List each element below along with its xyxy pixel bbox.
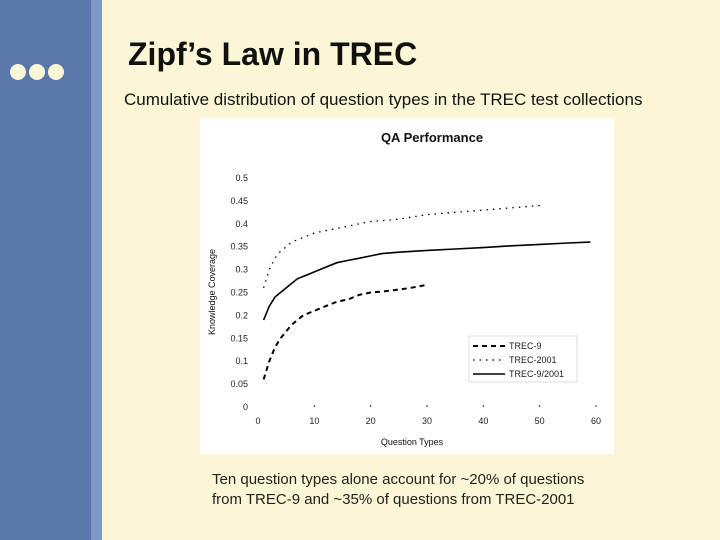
y-tick-label: 0.25 <box>230 288 248 298</box>
slide-caption: Ten question types alone account for ~20… <box>212 470 584 510</box>
x-tick-label: 30 <box>422 416 432 426</box>
x-tick-label: 40 <box>478 416 488 426</box>
y-tick-label: 0.4 <box>235 219 248 229</box>
y-tick-label: 0.2 <box>235 310 248 320</box>
legend-label: TREC-2001 <box>509 355 557 365</box>
slide-title: Zipf’s Law in TREC <box>128 36 418 72</box>
y-tick-label: 0 <box>243 402 248 412</box>
slide-sidebar <box>0 0 102 540</box>
y-tick-label: 0.15 <box>230 333 248 343</box>
x-tick-label: 20 <box>366 416 376 426</box>
dot-icon <box>10 64 26 80</box>
series-line-trec-2001 <box>262 204 540 289</box>
y-tick-label: 0.35 <box>230 242 248 252</box>
y-tick-label: 0.05 <box>230 379 248 389</box>
y-tick-label: 0.45 <box>230 196 248 206</box>
y-tick-label: 0.5 <box>235 173 248 183</box>
legend-label: TREC-9 <box>509 341 542 351</box>
caption-line: from TREC-9 and ~35% of questions from T… <box>212 491 575 508</box>
x-tick-label: 0 <box>255 416 260 426</box>
slide-subtitle: Cumulative distribution of question type… <box>124 90 643 109</box>
x-tick-label: 50 <box>535 416 545 426</box>
sidebar-edge-stripe <box>91 0 102 540</box>
x-tick-label: 60 <box>591 416 601 426</box>
y-tick-label: 0.3 <box>235 265 248 275</box>
bullet-dots-icon <box>10 64 64 80</box>
x-axis-title: Question Types <box>381 437 444 447</box>
x-tick-label: 10 <box>309 416 319 426</box>
chart-panel: QA Performance 0 0.05 0.1 0.15 0.2 0.25 0.3 0.35… <box>200 118 614 454</box>
dot-icon <box>29 64 45 80</box>
dot-icon <box>48 64 64 80</box>
y-axis-title: Knowledge Coverage <box>207 249 217 335</box>
y-tick-label: 0.1 <box>235 356 248 366</box>
legend-label: TREC-9/2001 <box>509 369 564 379</box>
series-line-trec-9 <box>262 283 428 380</box>
chart-title: QA Performance <box>381 130 483 145</box>
caption-line: Ten question types alone account for ~20… <box>212 471 585 488</box>
series-line-trec-9-2001 <box>262 241 591 321</box>
qa-performance-chart: QA Performance 0 0.05 0.1 0.15 0.2 0.25 0.3 0.35… <box>207 130 601 447</box>
